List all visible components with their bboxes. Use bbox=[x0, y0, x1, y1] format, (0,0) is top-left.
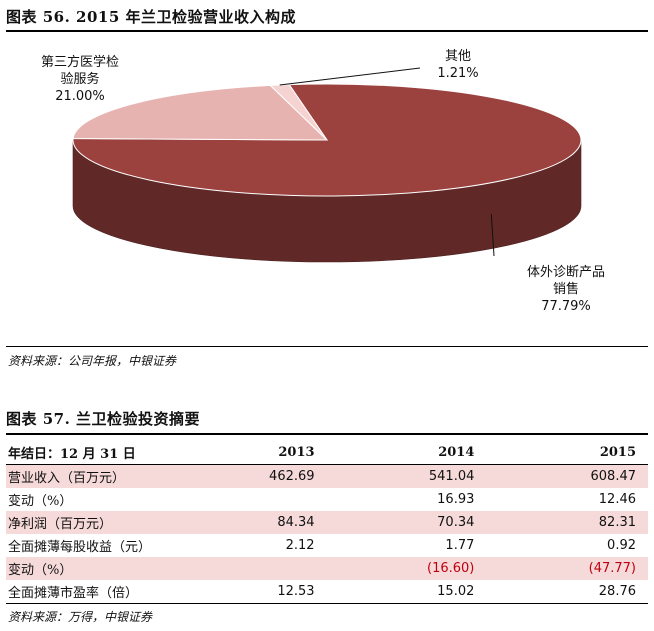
table-row: 营业收入（百万元） 462.69 541.04 608.47 bbox=[6, 464, 648, 488]
cell-value: 462.69 bbox=[175, 464, 327, 488]
figure57-source: 资料来源：万得，中银证券 bbox=[8, 610, 153, 624]
header-2014: 2014 bbox=[326, 440, 487, 465]
figure57-top-rule bbox=[6, 433, 648, 435]
cell-value: 541.04 bbox=[326, 464, 487, 488]
cell-value: 12.46 bbox=[598, 492, 636, 507]
cell-value: 1.77 bbox=[445, 538, 475, 553]
investment-summary-table: 年结日：12 月 31 日 2013 2014 2015 营业收入（百万元） 46… bbox=[6, 440, 648, 603]
cell-value: 28.76 bbox=[598, 584, 636, 599]
figure56-source: 资料来源：公司年报，中银证券 bbox=[8, 354, 177, 368]
cell-value bbox=[176, 488, 327, 511]
pie-slice bbox=[72, 84, 329, 141]
cell-value: (47.77) bbox=[486, 557, 648, 580]
header-2015: 2015 bbox=[486, 440, 648, 465]
row-label: 变动（%） bbox=[8, 494, 73, 509]
row-label: 净利润（百万元） bbox=[6, 511, 176, 534]
cell-value: (16.60) bbox=[326, 557, 487, 580]
row-label: 营业收入（百万元） bbox=[6, 464, 176, 488]
cell-value: 15.02 bbox=[437, 584, 475, 599]
figure56-bottom-rule bbox=[6, 346, 648, 347]
figure56-top-rule bbox=[6, 30, 648, 32]
figure56-title: 图表 56. 2015 年兰卫检验营业收入构成 bbox=[6, 8, 297, 26]
figure57-bottom-rule bbox=[6, 603, 648, 604]
table-row: 全面摊薄市盈率（倍） 12.53 15.02 28.76 bbox=[6, 580, 648, 603]
pie-leader-lines bbox=[279, 67, 495, 257]
table-row: 净利润（百万元） 84.34 70.34 82.31 bbox=[6, 511, 648, 534]
cell-value: 16.93 bbox=[437, 492, 475, 507]
cell-value: 84.34 bbox=[175, 511, 327, 534]
table-header-row: 年结日：12 月 31 日 2013 2014 2015 bbox=[6, 440, 648, 465]
table-body: 营业收入（百万元） 462.69 541.04 608.47 变动（%） 16.93 12.… bbox=[6, 464, 648, 604]
pie-slice-value-label: 1.21% bbox=[437, 66, 478, 81]
row-label: 全面摊薄市盈率（倍） bbox=[8, 586, 139, 601]
pie-slice-value-label: 21.00% bbox=[55, 89, 105, 104]
table-row: 变动（%） 16.93 12.46 bbox=[6, 488, 648, 511]
pie-slice-label: 验服务 bbox=[60, 71, 99, 87]
cell-value: 608.47 bbox=[486, 464, 648, 488]
pie-slice-label: 其他 bbox=[445, 49, 471, 64]
cell-value: 70.34 bbox=[326, 511, 487, 534]
pie-slice-value-label: 77.79% bbox=[541, 299, 591, 314]
cell-value: 82.31 bbox=[486, 511, 648, 534]
table-row: 变动（%） (16.60) (47.77) bbox=[6, 557, 648, 580]
table-row: 全面摊薄每股收益（元） 2.12 1.77 0.92 bbox=[6, 534, 648, 557]
row-label: 全面摊薄每股收益（元） bbox=[8, 540, 152, 555]
cell-value: 0.92 bbox=[607, 538, 636, 553]
pie-slice-label: 体外诊断产品 bbox=[527, 265, 605, 280]
header-year-end: 年结日：12 月 31 日 bbox=[6, 440, 176, 465]
pie-leader-line bbox=[490, 214, 495, 257]
pie-slice-label: 第三方医学检 bbox=[41, 54, 119, 70]
row-label: 变动（%） bbox=[6, 557, 176, 580]
figure57-title: 图表 57. 兰卫检验投资摘要 bbox=[6, 410, 201, 428]
cell-value bbox=[175, 557, 327, 580]
header-2013: 2013 bbox=[175, 440, 327, 465]
cell-value: 12.53 bbox=[277, 584, 315, 599]
pie-leader-line bbox=[279, 67, 421, 86]
cell-value: 2.12 bbox=[285, 538, 315, 553]
pie-slice-label: 销售 bbox=[553, 281, 579, 297]
pie-tops bbox=[72, 83, 582, 197]
